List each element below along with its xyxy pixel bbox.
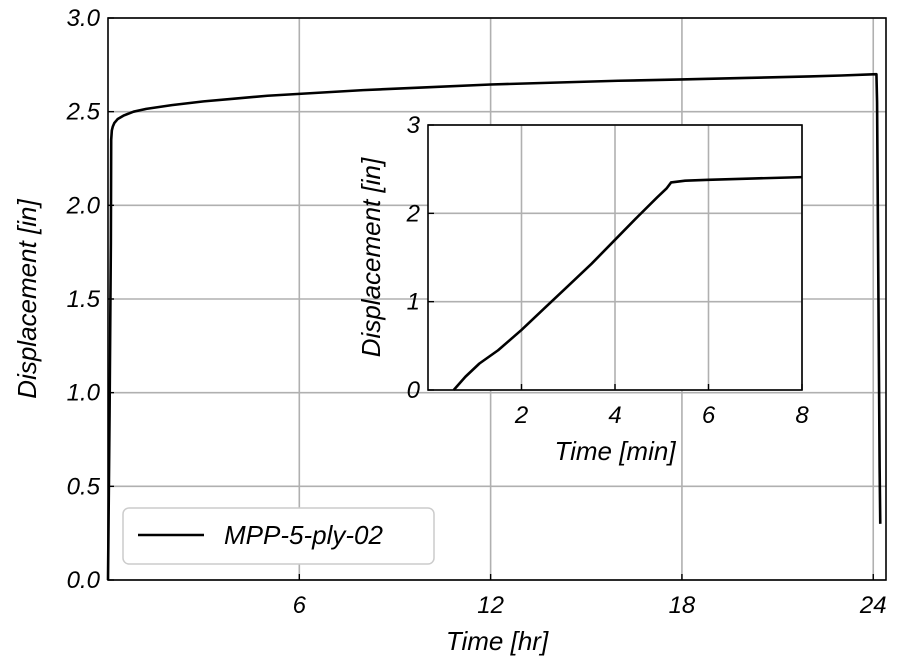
inset-y-tick-label: 3 xyxy=(407,112,421,139)
main-series-line xyxy=(106,72,882,581)
main-y-tick-label: 0.5 xyxy=(67,473,101,500)
inset-x-axis-label: Time [min] xyxy=(554,436,676,466)
main-y-tick-label: 2.5 xyxy=(66,99,101,126)
main-y-tick-label: 0.0 xyxy=(67,567,101,594)
legend-box xyxy=(122,507,435,565)
inset-y-axis-label: Displacement [in] xyxy=(356,157,386,357)
main-y-tick-label: 1.0 xyxy=(67,380,101,407)
inset-series-line xyxy=(452,175,803,391)
inset-y-tick-label: 1 xyxy=(407,289,420,316)
main-y-tick-label: 3.0 xyxy=(67,5,101,32)
inset-x-tick-label: 8 xyxy=(795,402,809,429)
inset-x-tick-label: 4 xyxy=(608,402,621,429)
legend-label: MPP-5-ply-02 xyxy=(224,520,383,550)
legend: MPP-5-ply-02 xyxy=(122,507,435,565)
main-x-tick-label: 18 xyxy=(669,592,696,619)
inset-y-tick-label: 2 xyxy=(406,200,420,227)
main-y-tick-label: 1.5 xyxy=(67,286,101,313)
inset-plot: 2 4 6 8 0 1 2 3 Time [min] Displacement [in] xyxy=(356,112,809,466)
inset-x-tick-label: 6 xyxy=(702,402,716,429)
main-x-tick-label: 12 xyxy=(477,592,504,619)
inset-y-tick-label: 0 xyxy=(407,377,421,404)
main-x-tick-label: 6 xyxy=(293,592,307,619)
inset-x-tick-label: 2 xyxy=(514,402,528,429)
main-y-axis-label: Displacement [in] xyxy=(12,199,42,399)
main-x-axis-label: Time [hr] xyxy=(446,626,549,656)
main-y-tick-label: 2.0 xyxy=(66,192,101,219)
main-x-tick-label: 24 xyxy=(859,592,887,619)
